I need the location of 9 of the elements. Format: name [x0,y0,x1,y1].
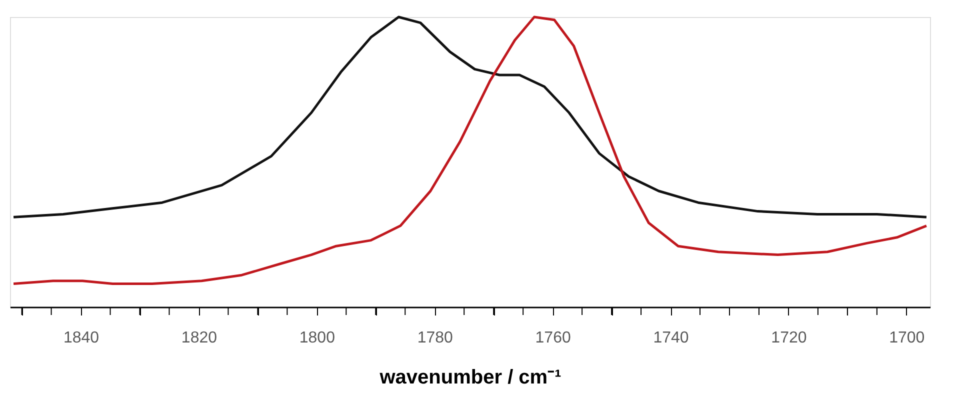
x-axis-title: wavenumber / cm⁻¹ [378,366,562,388]
x-tick-label: 1720 [771,330,807,346]
x-tick-label: 1820 [181,330,218,346]
x-tick-label: 1840 [63,330,100,346]
x-tick-label: 1760 [535,330,571,346]
x-tick-label: 1800 [299,330,336,346]
x-tick-label: 1780 [417,330,454,346]
x-tick-label: 1700 [889,330,925,346]
x-tick-label: 1740 [653,330,689,346]
